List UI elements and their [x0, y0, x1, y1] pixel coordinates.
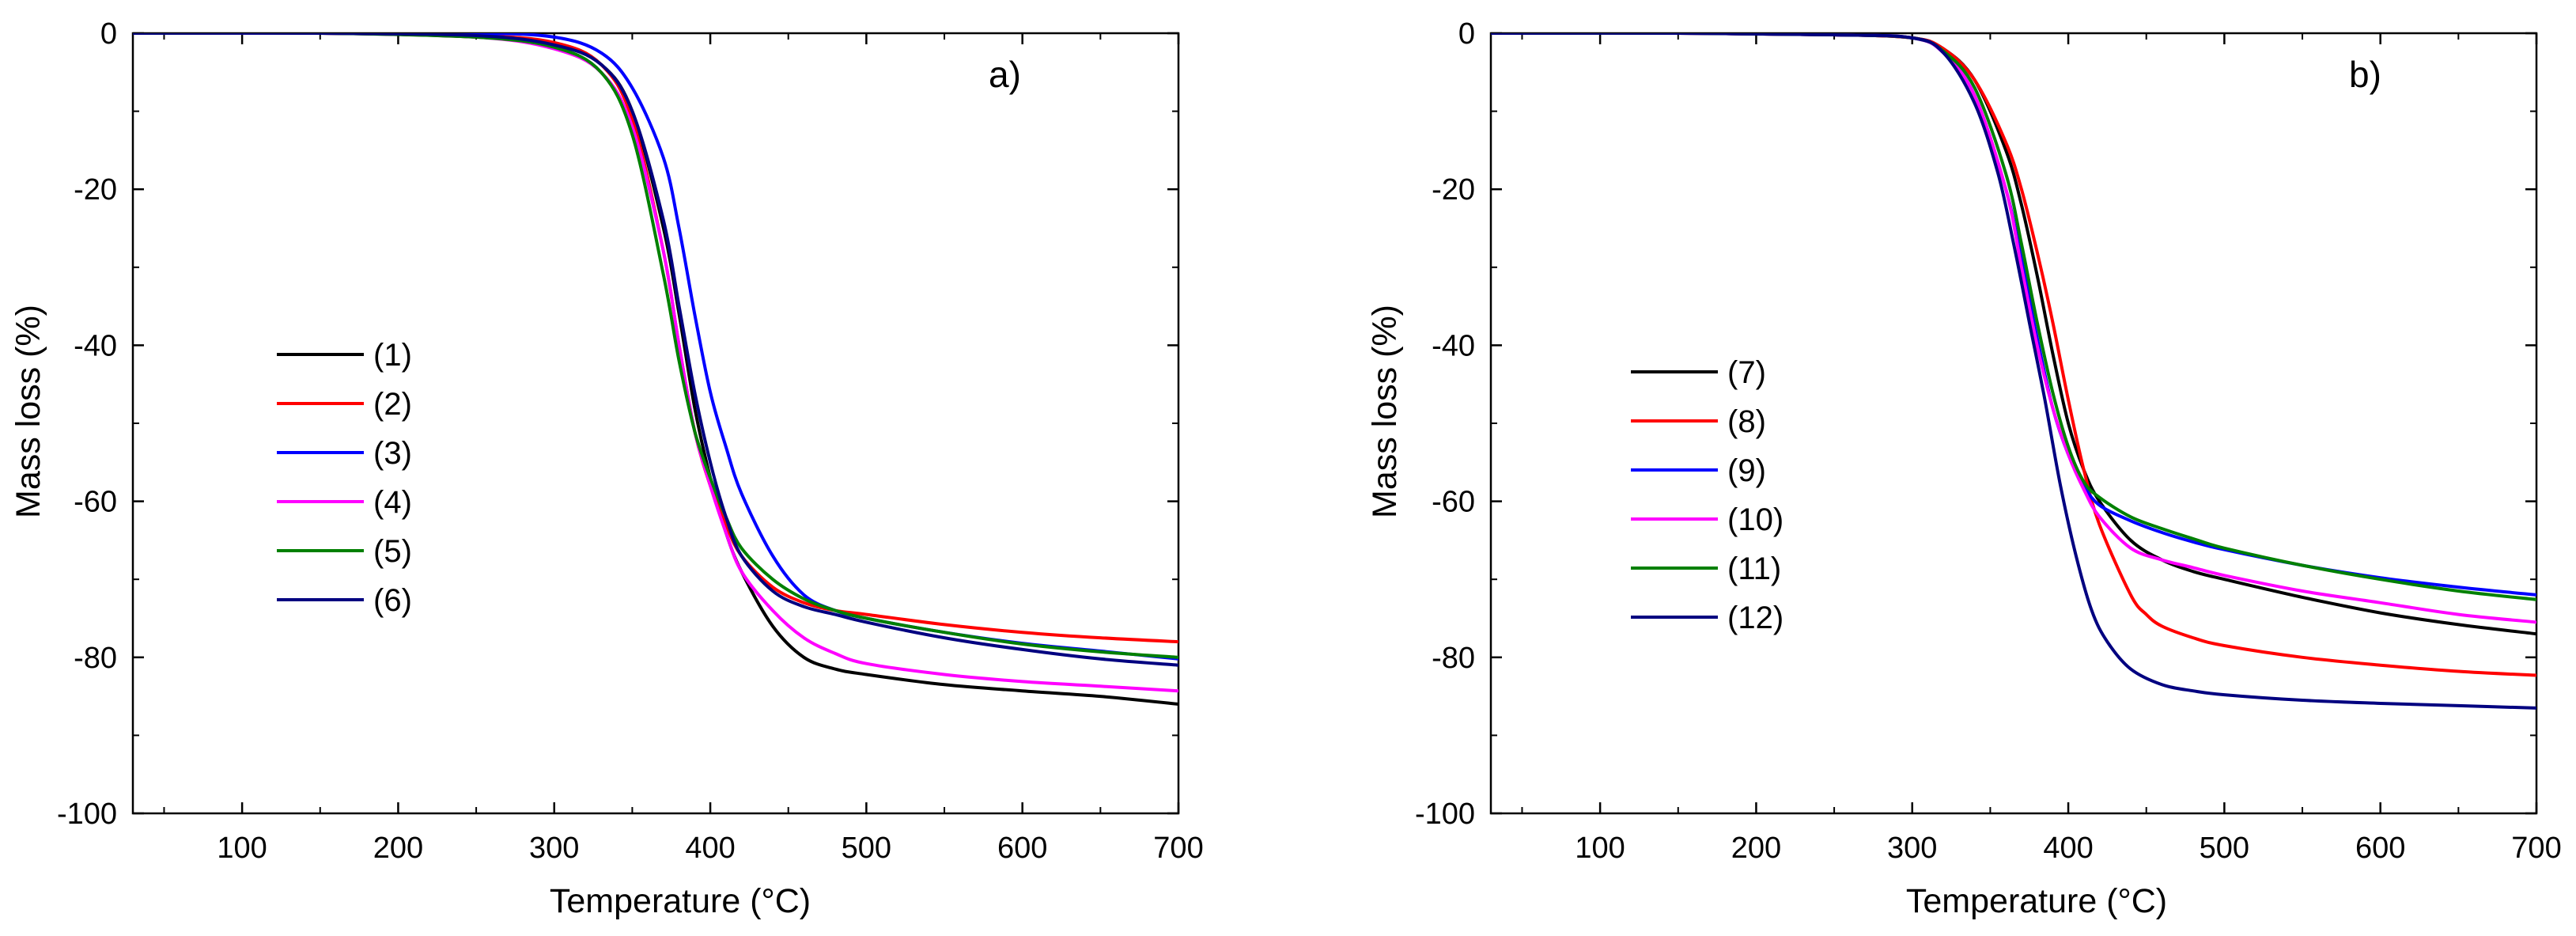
legend-label-12: (12)	[1727, 601, 1784, 635]
x-tick-label: 600	[2355, 832, 2405, 865]
series-line-6	[133, 33, 1178, 667]
y-axis-title: Mass loss (%)	[9, 305, 47, 518]
legend-label-11: (11)	[1727, 551, 1781, 586]
y-tick-label: -80	[1432, 642, 1475, 675]
legend-label-4: (4)	[373, 485, 412, 520]
x-tick-label: 600	[997, 832, 1047, 865]
y-tick-label: -60	[74, 486, 117, 519]
plot-frame	[131, 32, 1180, 815]
panel-label: a)	[989, 54, 1021, 95]
legend-label-1: (1)	[373, 338, 412, 373]
panel-b: b) Temperature (°C) Mass loss (%) 100 200…	[1366, 17, 2562, 920]
y-tick-label: -40	[1432, 329, 1475, 362]
plot-frame	[1489, 32, 2538, 815]
series-line-10	[1491, 33, 2536, 624]
y-tick-label: -100	[1415, 798, 1475, 831]
legend-label-9: (9)	[1727, 453, 1766, 488]
legend-label-10: (10)	[1727, 502, 1784, 537]
legend-label-8: (8)	[1727, 404, 1766, 439]
x-axis-title: Temperature (°C)	[550, 882, 811, 920]
x-tick-label: 100	[1575, 832, 1625, 865]
y-tick-label: -40	[74, 329, 117, 362]
y-axis-title: Mass loss (%)	[1366, 305, 1404, 518]
y-tick-label: -60	[1432, 486, 1475, 519]
x-tick-label: 100	[217, 832, 267, 865]
legend-label-3: (3)	[373, 436, 412, 471]
series-line-5	[133, 33, 1178, 659]
series-line-12	[1491, 33, 2536, 710]
x-tick-label: 200	[373, 832, 423, 865]
series-line-9	[1491, 33, 2536, 597]
panel-label: b)	[2349, 54, 2381, 95]
y-tick-label: -20	[1432, 173, 1475, 207]
x-tick-label: 400	[685, 832, 735, 865]
legend-label-2: (2)	[373, 387, 412, 422]
series-line-3	[133, 33, 1178, 661]
x-tick-label: 700	[1153, 832, 1203, 865]
x-tick-label: 500	[842, 832, 891, 865]
legend-label-5: (5)	[373, 534, 412, 569]
x-tick-label: 500	[2200, 832, 2249, 865]
x-tick-label: 400	[2043, 832, 2093, 865]
x-tick-label: 300	[529, 832, 579, 865]
y-tick-label: 0	[100, 17, 117, 51]
x-tick-label: 700	[2511, 832, 2561, 865]
y-tick-label: -100	[57, 798, 117, 831]
x-tick-label: 200	[1731, 832, 1781, 865]
y-tick-label: 0	[1458, 17, 1475, 51]
series-line-7	[1491, 33, 2536, 636]
legend-label-6: (6)	[373, 583, 412, 618]
y-tick-label: -20	[74, 173, 117, 207]
legend-label-7: (7)	[1727, 355, 1766, 390]
series-line-11	[1491, 33, 2536, 601]
series-line-4	[133, 33, 1178, 693]
x-tick-label: 300	[1887, 832, 1937, 865]
panel-a: a) Temperature (°C) Mass loss (%) 100 200…	[9, 17, 1204, 920]
x-axis-title: Temperature (°C)	[1906, 882, 2167, 920]
y-tick-label: -80	[74, 642, 117, 675]
